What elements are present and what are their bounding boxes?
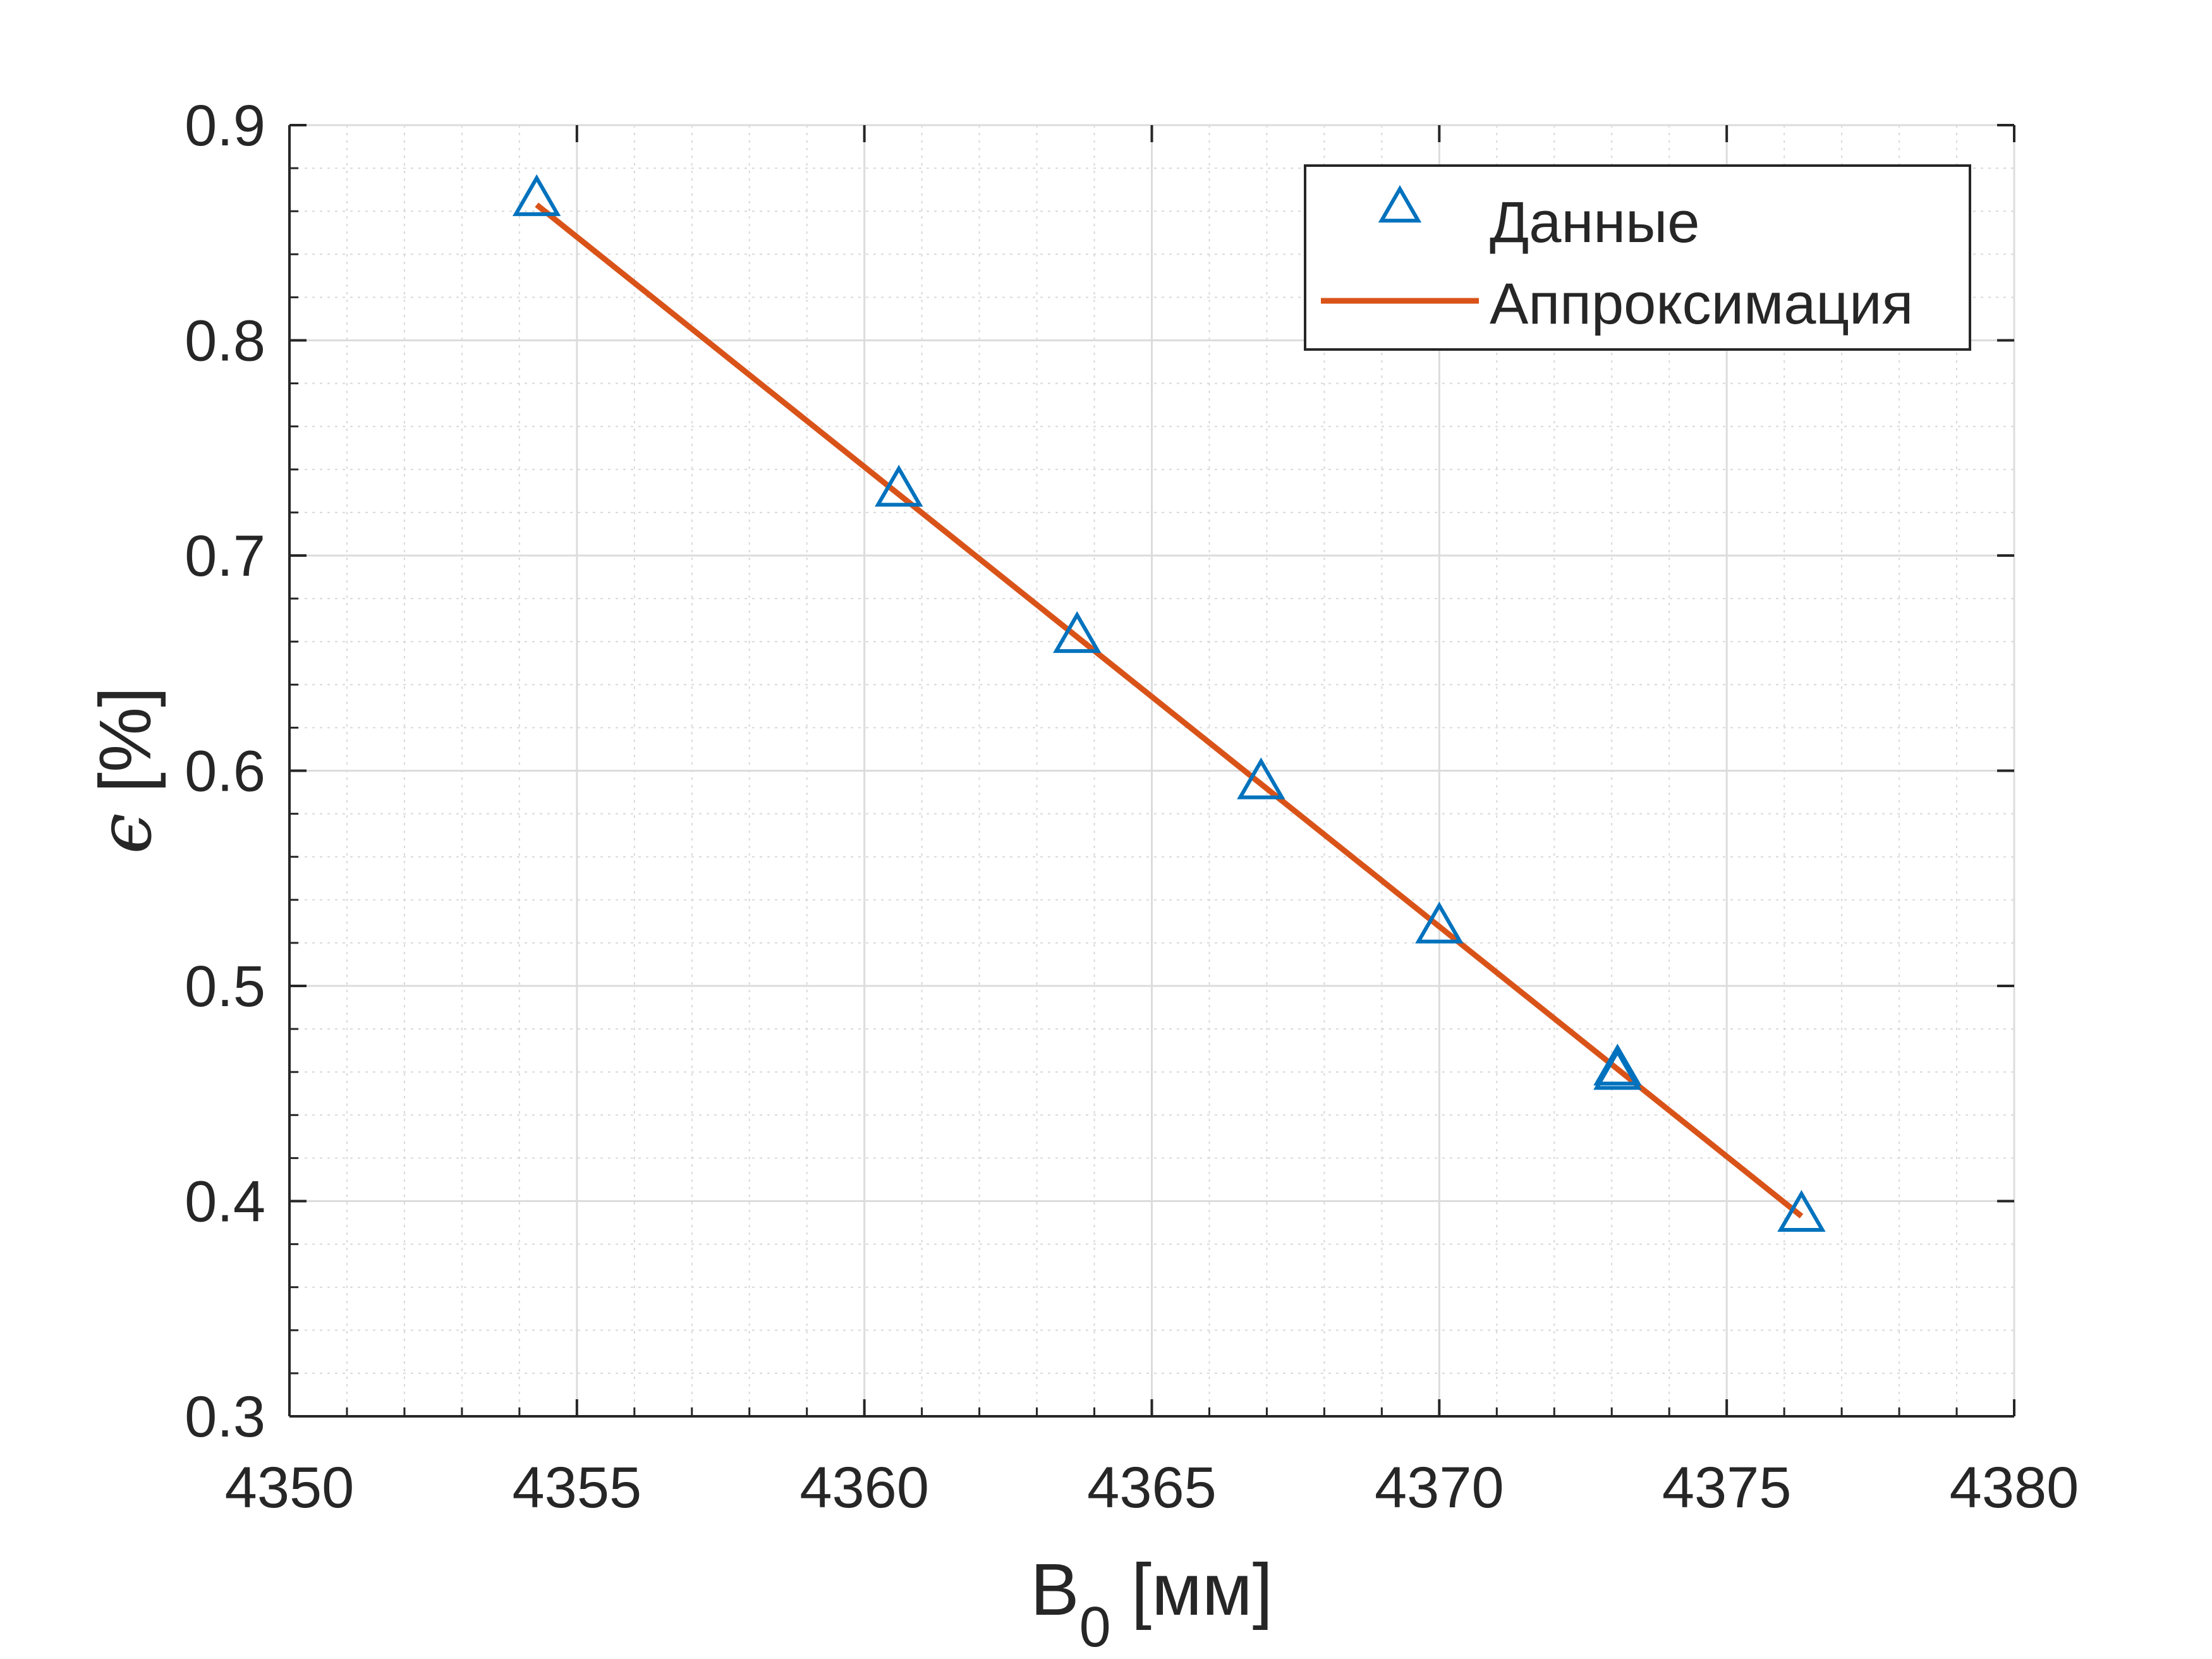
y-tick-label: 0.9 (185, 94, 265, 158)
y-tick-label: 0.3 (185, 1385, 265, 1449)
x-tick-label: 4360 (799, 1455, 929, 1520)
x-axis-label-base: B (1030, 1548, 1079, 1631)
x-axis-label-subscript: 0 (1079, 1596, 1111, 1659)
x-tick-label: 4350 (225, 1455, 355, 1520)
x-tick-label: 4355 (512, 1455, 641, 1520)
data-point-triangle (1593, 1048, 1642, 1090)
y-axis-label-symbol: ϵ (83, 813, 168, 854)
y-tick-label: 0.4 (185, 1170, 265, 1234)
legend-triangle-shape (1378, 185, 1422, 223)
y-tick-label: 0.7 (185, 524, 265, 588)
data-point-triangle (1593, 1043, 1642, 1086)
series-layer (512, 174, 1826, 1232)
legend-marker-triangle (1378, 185, 1422, 223)
data-point-triangle (512, 174, 561, 216)
data-point-triangle (1053, 611, 1102, 653)
fit-line (535, 202, 1804, 1218)
y-axis-label-unit: [%] (84, 687, 166, 813)
ticks (288, 124, 2015, 1418)
y-tick-label: 0.6 (185, 739, 265, 804)
x-tick-label: 4380 (1950, 1455, 2079, 1520)
tick-labels: 4350 4355 4360 4365 4370 4375 4380 0.3 0.4 0.5 0.6… (185, 94, 2079, 1520)
y-axis-label: ϵ [%] (83, 687, 168, 854)
y-tick-label: 0.5 (185, 954, 265, 1019)
x-tick-label: 4365 (1087, 1455, 1217, 1520)
data-point-triangle (1415, 901, 1464, 944)
y-tick-label: 0.8 (185, 309, 265, 374)
legend-label-data: Данные (1490, 190, 1699, 255)
x-axis-label: B0 [мм] (1030, 1548, 1273, 1659)
legend-label-fit: Аппроксимация (1490, 272, 1913, 336)
legend-box (1304, 164, 1971, 351)
x-axis-label-unit: [мм] (1111, 1548, 1273, 1631)
data-point-triangle (1777, 1189, 1826, 1232)
x-tick-label: 4375 (1662, 1455, 1792, 1520)
x-tick-label: 4370 (1375, 1455, 1504, 1520)
data-point-triangle (875, 465, 923, 507)
legend: Данные Аппроксимация (1304, 164, 1971, 351)
data-point-triangle (1237, 757, 1285, 799)
